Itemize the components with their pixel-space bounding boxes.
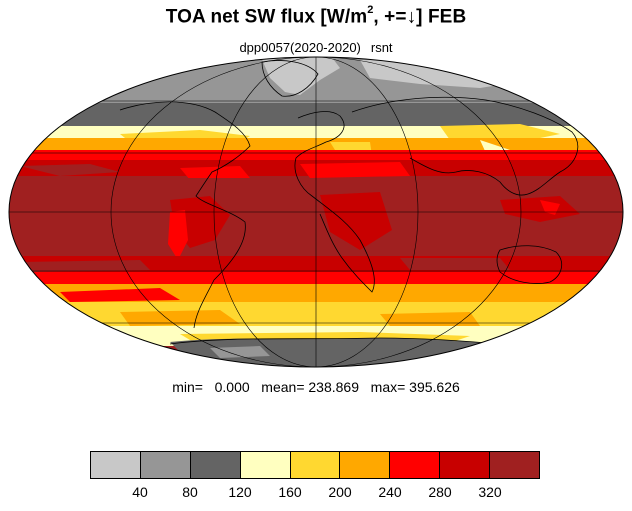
colorbar-tick-label: 200 [328,484,352,500]
greenland-light-gray [260,57,340,95]
colorbar-tick-label: 40 [132,484,148,500]
colorbar-tick-label: 320 [478,484,502,500]
caribbean-red [180,166,250,180]
south-pacific-patch [20,260,150,272]
greenland-coast [261,60,319,97]
colorbar-swatch [440,452,491,478]
coastlines [119,60,579,347]
meridian-60 [213,57,419,367]
colorbar-swatch [91,452,141,478]
colorbar-swatch [240,452,291,478]
africa-europe-coast [294,111,375,293]
asia-coast [351,96,579,196]
colorbar-swatch [190,452,241,478]
colorbar-swatch [340,452,391,478]
title-superscript: 2 [367,4,374,16]
colorbar-swatch [490,452,540,478]
globe-outline [8,56,624,368]
colorbar [90,451,540,479]
colorbar-labels: 40 80 120 160 200 240 280 320 [90,484,540,502]
asia-yellow-patch [440,124,560,142]
pacific-north-patch [20,164,120,176]
australia-coast [496,245,563,284]
congo-dark-red [320,192,392,250]
colorbar-swatch [140,452,191,478]
statistics-line: min= 0.000 mean= 238.869 max= 395.626 [172,379,460,395]
maritime-dark-red [500,196,580,222]
americas-coast [119,101,251,329]
experiment-label: dpp0057(2020-2020) [239,40,361,55]
colorbar-swatch [390,452,441,478]
maritime-red [540,200,560,215]
sahel-red [300,162,410,178]
indian-ocean-patch [400,258,510,270]
colorbar-swatch [290,452,341,478]
meridian-120 [110,57,522,367]
title-text: TOA net SW flux [W/m [165,6,368,28]
antarctica-gray-patch [210,346,270,358]
south-yellow-orange-patch [120,310,240,326]
graticule [9,57,623,367]
colorbar-tick-label: 280 [428,484,452,500]
southern-ocean-orange [380,312,480,326]
colorbar-tick-label: 80 [182,484,198,500]
variable-label: rsnt [370,40,393,55]
colorbar-tick-label: 120 [228,484,252,500]
title-suffix: , +=↓] FEB [373,6,467,28]
andes-red [168,210,188,260]
antarctica-coast [169,337,521,347]
colorbar-tick-label: 160 [278,484,302,500]
plot-subtitle: dpp0057(2020-2020) rsnt [0,40,632,55]
south-orange-red-patch [60,288,180,302]
colorbar-tick-label: 240 [378,484,402,500]
plot-title: TOA net SW flux [W/m2, +=↓] FEB [0,4,632,28]
